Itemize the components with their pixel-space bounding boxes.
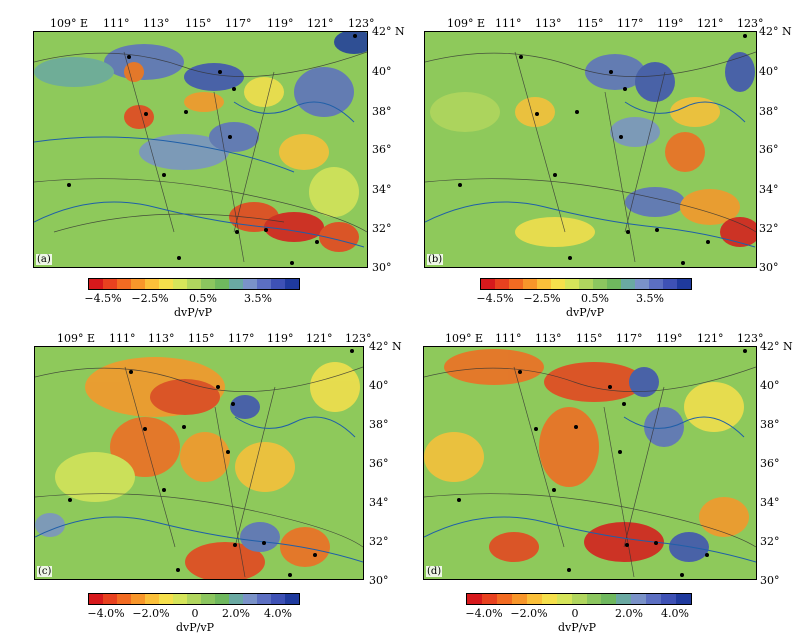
lon-tick: 119° <box>267 332 294 345</box>
colorbar-tick: −4.5% <box>476 292 514 305</box>
lon-tick: 119° <box>267 17 294 30</box>
colorbar-tick: −2.5% <box>523 292 561 305</box>
tomography-map-b: (b) <box>424 31 757 268</box>
lat-tick: 34° <box>759 183 779 196</box>
colorbar-title: dvP/vP <box>566 306 604 319</box>
lon-tick: 121° <box>306 332 333 345</box>
colorbar-tick: −4.0% <box>465 607 503 620</box>
lat-tick: 40° <box>369 379 389 392</box>
colorbar <box>88 593 300 605</box>
lon-tick: 117° <box>617 17 644 30</box>
colorbar-tick: 4.0% <box>661 607 689 620</box>
lon-tick: 123° <box>348 17 375 30</box>
colorbar-tick: −2.0% <box>132 607 170 620</box>
lat-tick: 42° N <box>760 340 793 353</box>
lon-tick: 113° <box>535 332 562 345</box>
panel-label: (c) <box>37 566 53 577</box>
lat-tick: 42° N <box>372 25 405 38</box>
lat-tick: 38° <box>760 418 780 431</box>
lat-tick: 30° <box>759 261 779 274</box>
lon-tick: 113° <box>148 332 175 345</box>
lat-tick: 30° <box>372 261 392 274</box>
colorbar-tick: 0 <box>571 607 579 620</box>
lat-tick: 34° <box>372 183 392 196</box>
colorbar-tick: −2.0% <box>510 607 548 620</box>
colorbar-title: dvP/vP <box>174 306 212 319</box>
lon-tick: 115° <box>576 332 603 345</box>
lat-tick: 36° <box>372 143 392 156</box>
lon-tick: 119° <box>656 332 683 345</box>
lon-tick: 123° <box>737 332 764 345</box>
lon-tick: 111° <box>103 17 130 30</box>
panel-label: (d) <box>426 566 443 577</box>
lat-tick: 36° <box>760 457 780 470</box>
lat-tick: 30° <box>760 574 780 587</box>
panel-b: 109° E 111° 113° 115° 117° 119° 121° 123… <box>392 0 811 319</box>
colorbar-tick: 3.5% <box>636 292 664 305</box>
colorbar <box>88 278 300 290</box>
colorbar-tick: 0.5% <box>189 292 217 305</box>
tomography-map-c: (c) <box>34 346 364 580</box>
colorbar-tick: −2.5% <box>131 292 169 305</box>
colorbar-tick: 4.0% <box>264 607 292 620</box>
panel-d: 109° E 111° 113° 115° 117° 119° 121° 123… <box>392 319 811 638</box>
tomography-map-a: (a) <box>33 31 368 268</box>
panel-label: (b) <box>427 254 444 265</box>
lon-tick: 121° <box>697 332 724 345</box>
colorbar-tick: −4.0% <box>87 607 125 620</box>
lon-tick: 115° <box>188 332 215 345</box>
colorbar-tick: 0.5% <box>581 292 609 305</box>
lon-tick: 113° <box>535 17 562 30</box>
lat-tick: 34° <box>369 496 389 509</box>
panel-a: 109° E 111° 113° 115° 117° 119° 121° 123… <box>0 0 405 319</box>
lon-tick: 121° <box>697 17 724 30</box>
lat-tick: 36° <box>759 143 779 156</box>
lat-tick: 34° <box>760 496 780 509</box>
lon-tick: 113° <box>143 17 170 30</box>
lat-tick: 42° N <box>759 25 792 38</box>
lon-tick: 109° E <box>447 17 486 30</box>
lon-tick: 115° <box>577 17 604 30</box>
lat-tick: 32° <box>369 535 389 548</box>
colorbar-title: dvP/vP <box>176 621 214 634</box>
lat-tick: 40° <box>372 65 392 78</box>
colorbar-tick: 2.0% <box>222 607 250 620</box>
lon-tick: 123° <box>737 17 764 30</box>
lon-tick: 123° <box>345 332 372 345</box>
lon-tick: 119° <box>657 17 684 30</box>
lon-tick: 117° <box>616 332 643 345</box>
lat-tick: 38° <box>759 105 779 118</box>
colorbar <box>466 593 692 605</box>
lon-tick: 115° <box>185 17 212 30</box>
lon-tick: 111° <box>495 17 522 30</box>
lat-tick: 32° <box>372 222 392 235</box>
lon-tick: 109° E <box>50 17 89 30</box>
lon-tick: 117° <box>225 17 252 30</box>
lon-tick: 111° <box>109 332 136 345</box>
colorbar-tick: 0 <box>191 607 199 620</box>
panel-label: (a) <box>36 254 52 265</box>
lon-tick: 109° E <box>57 332 96 345</box>
lon-tick: 121° <box>307 17 334 30</box>
lat-tick: 38° <box>369 418 389 431</box>
tomography-map-d: (d) <box>423 346 757 580</box>
lon-tick: 109° E <box>445 332 484 345</box>
lon-tick: 111° <box>495 332 522 345</box>
colorbar-tick: −4.5% <box>84 292 122 305</box>
colorbar <box>480 278 692 290</box>
lat-tick: 42° N <box>369 340 402 353</box>
lat-tick: 30° <box>369 574 389 587</box>
lat-tick: 32° <box>759 222 779 235</box>
lat-tick: 36° <box>369 457 389 470</box>
lon-tick: 117° <box>228 332 255 345</box>
colorbar-title: dvP/vP <box>558 621 596 634</box>
colorbar-tick: 3.5% <box>244 292 272 305</box>
lat-tick: 40° <box>760 379 780 392</box>
colorbar-tick: 2.0% <box>615 607 643 620</box>
lat-tick: 40° <box>759 65 779 78</box>
panel-c: 109° E 111° 113° 115° 117° 119° 121° 123… <box>0 319 405 638</box>
lat-tick: 32° <box>760 535 780 548</box>
lat-tick: 38° <box>372 105 392 118</box>
